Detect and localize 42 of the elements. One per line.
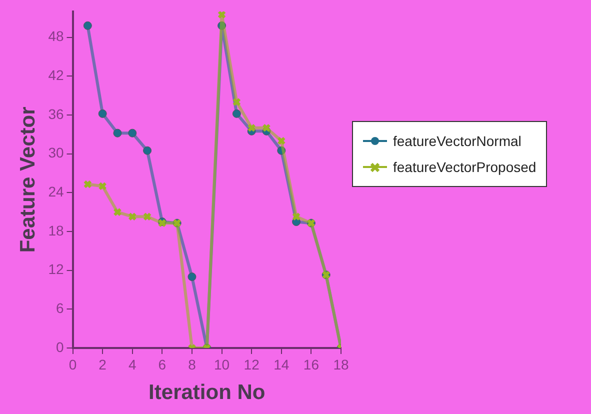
point [247, 124, 256, 132]
y-tick-label: 30 [48, 144, 64, 161]
point [262, 124, 271, 132]
point [143, 146, 152, 155]
point [113, 208, 122, 216]
x-tick-label: 4 [128, 356, 136, 372]
x-tick-label: 16 [303, 356, 320, 372]
point [83, 21, 92, 30]
point [232, 98, 242, 106]
y-tick-label: 48 [48, 28, 64, 44]
y-tick-label: 6 [56, 300, 64, 316]
point [232, 109, 241, 118]
point [277, 146, 286, 155]
point [98, 182, 107, 190]
point [128, 212, 137, 221]
x-tick-label: 18 [333, 356, 349, 372]
y-tick-label: 12 [48, 261, 64, 278]
x-axis-title: Iteration No [148, 381, 266, 404]
y-tick-label: 36 [48, 106, 64, 122]
point [128, 128, 137, 138]
x-tick-label: 6 [158, 356, 166, 372]
point [277, 136, 286, 146]
y-tick-label: 0 [56, 338, 64, 355]
point [113, 128, 122, 138]
x-tick-label: 12 [244, 356, 260, 372]
point [218, 21, 226, 30]
x-tick-label: 10 [214, 356, 230, 372]
point [142, 212, 152, 221]
legend-label: featureVectorNormal [393, 133, 522, 149]
y-tick-label: 18 [48, 222, 64, 238]
point [217, 11, 226, 19]
x-tick-label: 0 [68, 356, 77, 372]
x-tick-label: 2 [98, 356, 107, 372]
point [188, 272, 196, 282]
point [292, 212, 301, 221]
y-tick-label: 24 [48, 184, 64, 200]
x-tick-label: 14 [274, 356, 290, 372]
point [98, 109, 107, 118]
y-axis-title: Feature Vector [16, 106, 40, 253]
x-tick-label: 8 [188, 356, 196, 372]
y-tick-label: 42 [48, 66, 64, 83]
legend-label: featureVectorProposed [393, 159, 536, 175]
